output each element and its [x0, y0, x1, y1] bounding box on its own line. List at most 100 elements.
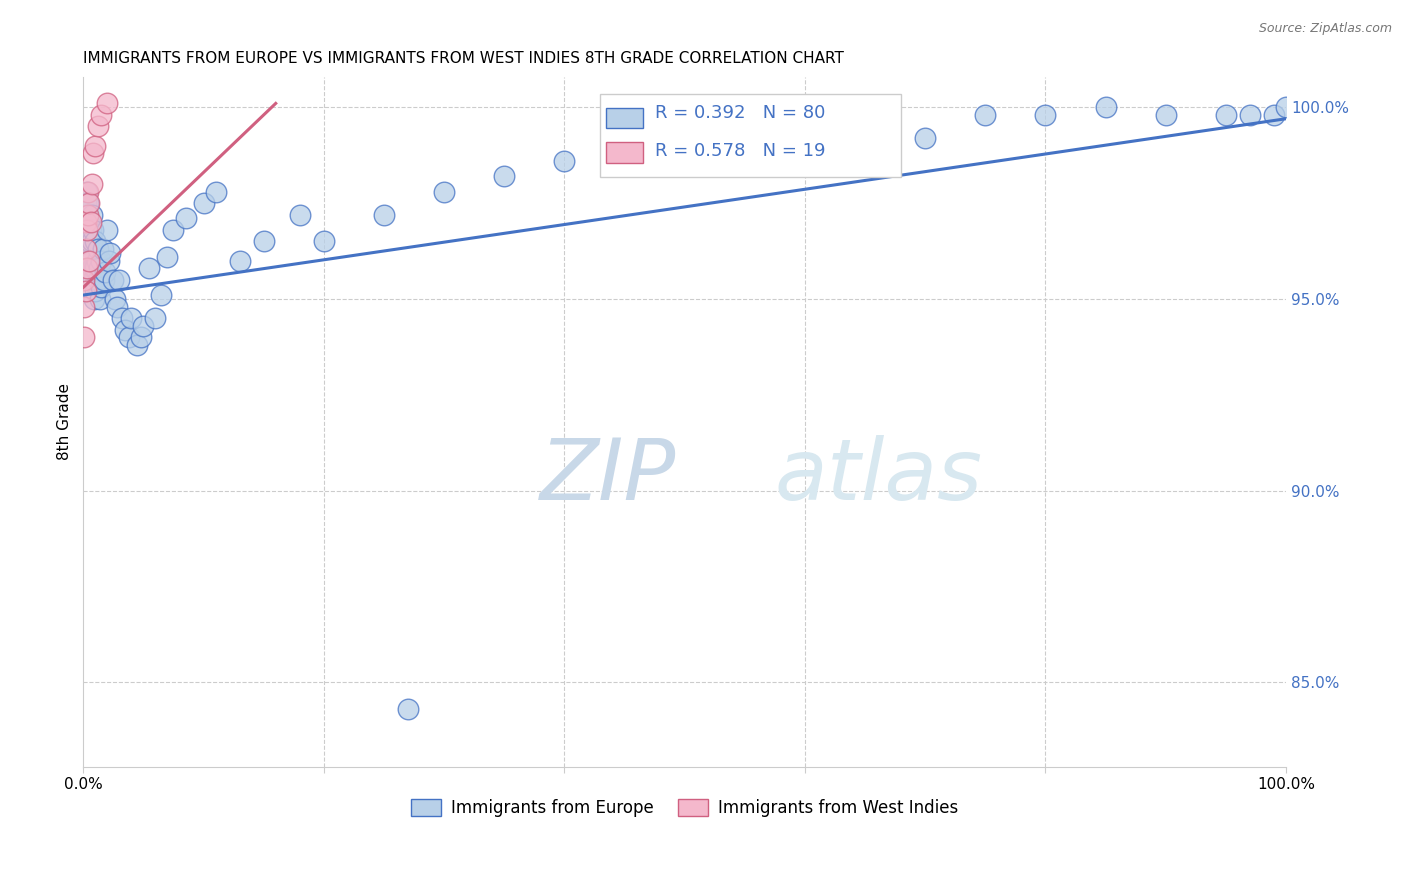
Point — [76, 261, 98, 276]
Point — [156, 250, 179, 264]
Point — [90, 253, 112, 268]
Point — [79, 268, 101, 283]
Point — [111, 311, 134, 326]
Point — [87, 120, 110, 134]
Point — [1263, 108, 1285, 122]
Point — [75, 196, 97, 211]
Point — [288, 208, 311, 222]
Text: IMMIGRANTS FROM EUROPE VS IMMIGRANTS FROM WEST INDIES 8TH GRADE CORRELATION CHAR: IMMIGRANTS FROM EUROPE VS IMMIGRANTS FRO… — [83, 51, 844, 66]
Point — [127, 338, 149, 352]
Point — [75, 242, 97, 256]
Point — [97, 253, 120, 268]
Point — [79, 253, 101, 268]
Point — [76, 208, 98, 222]
Point — [76, 230, 98, 244]
Point — [84, 284, 107, 298]
Point — [77, 196, 100, 211]
Point — [105, 300, 128, 314]
Point — [94, 265, 117, 279]
Point — [103, 292, 125, 306]
Text: R = 0.392   N = 80: R = 0.392 N = 80 — [655, 104, 825, 122]
Point — [76, 246, 98, 260]
Point — [86, 253, 108, 268]
Point — [96, 223, 118, 237]
Point — [673, 146, 696, 161]
Point — [84, 235, 107, 249]
Point — [82, 223, 104, 237]
Point — [76, 223, 98, 237]
Point — [1215, 108, 1237, 122]
Point — [793, 138, 815, 153]
Point — [79, 223, 101, 237]
Point — [974, 108, 997, 122]
Point — [494, 169, 516, 184]
Point — [75, 284, 97, 298]
Text: R = 0.578   N = 19: R = 0.578 N = 19 — [655, 142, 825, 161]
Point — [87, 242, 110, 256]
Point — [90, 108, 112, 122]
Point — [73, 273, 96, 287]
Text: Source: ZipAtlas.com: Source: ZipAtlas.com — [1258, 22, 1392, 36]
Point — [82, 146, 104, 161]
Point — [76, 185, 98, 199]
Point — [77, 223, 100, 237]
Point — [93, 273, 115, 287]
Point — [79, 253, 101, 268]
Point — [174, 211, 197, 226]
Point — [73, 330, 96, 344]
Point — [79, 261, 101, 276]
Point — [150, 288, 173, 302]
Point — [1275, 100, 1298, 114]
Bar — [606, 108, 643, 128]
Point — [83, 292, 105, 306]
Point — [80, 208, 103, 222]
Point — [193, 196, 215, 211]
Point — [75, 215, 97, 229]
FancyBboxPatch shape — [600, 94, 901, 177]
Point — [108, 273, 131, 287]
Text: atlas: atlas — [775, 435, 983, 518]
Point — [80, 235, 103, 249]
Legend: Immigrants from Europe, Immigrants from West Indies: Immigrants from Europe, Immigrants from … — [404, 792, 966, 824]
Point — [162, 223, 184, 237]
Point — [120, 311, 142, 326]
Point — [90, 280, 112, 294]
Point — [79, 196, 101, 211]
Point — [114, 322, 136, 336]
Point — [77, 208, 100, 222]
Point — [396, 702, 419, 716]
Point — [1035, 108, 1057, 122]
Point — [80, 177, 103, 191]
Point — [77, 185, 100, 199]
Point — [96, 96, 118, 111]
Point — [373, 208, 395, 222]
Point — [118, 330, 141, 344]
Point — [79, 215, 101, 229]
Point — [84, 261, 107, 276]
Point — [129, 330, 152, 344]
Point — [87, 273, 110, 287]
Point — [77, 253, 100, 268]
Point — [228, 253, 250, 268]
Point — [1239, 108, 1261, 122]
Point — [103, 273, 125, 287]
Text: ZIP: ZIP — [540, 435, 676, 518]
Point — [553, 153, 575, 168]
Point — [82, 273, 104, 287]
Point — [204, 185, 226, 199]
Point — [73, 208, 96, 222]
Point — [84, 138, 107, 153]
Point — [433, 185, 456, 199]
Point — [80, 261, 103, 276]
Y-axis label: 8th Grade: 8th Grade — [58, 383, 72, 460]
Point — [914, 131, 936, 145]
Point — [75, 215, 97, 229]
Point — [1094, 100, 1116, 114]
Point — [1154, 108, 1177, 122]
Point — [253, 235, 276, 249]
Point — [89, 292, 111, 306]
Point — [91, 242, 114, 256]
Point — [73, 223, 96, 237]
Point — [79, 235, 101, 249]
Point — [145, 311, 167, 326]
